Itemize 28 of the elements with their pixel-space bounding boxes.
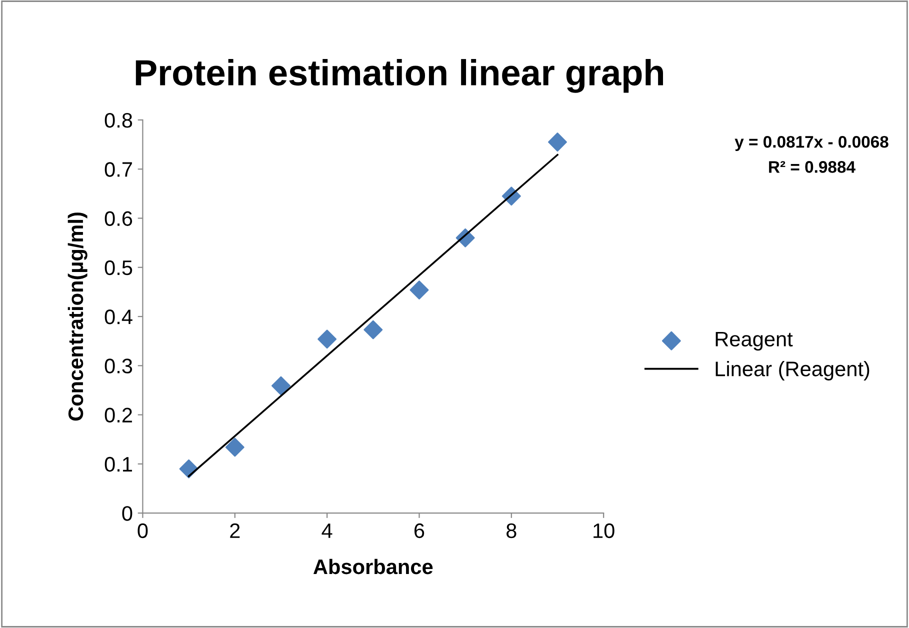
y-axis-title: Concentration(µg/ml): [68, 212, 88, 421]
point: [364, 320, 383, 340]
legend-label: Reagent: [716, 332, 793, 351]
x-tick-label: 6: [414, 523, 424, 538]
y-tick-label: 0: [122, 506, 132, 521]
text: y = 0.0817x - 0.0068: [734, 136, 888, 152]
x-tick-label: 10: [594, 523, 614, 538]
x-tick-label: 4: [322, 524, 332, 538]
y-tick-label: 0.6: [104, 211, 132, 226]
x-tick-label: 8: [506, 523, 516, 538]
point: [271, 376, 290, 396]
x-tick-label: 2: [230, 523, 240, 538]
text: R² = 0.9884: [769, 161, 856, 173]
y-tick-label: 0.1: [104, 456, 132, 472]
y-tick-label: 0.2: [104, 408, 132, 423]
x-tick-label: 0: [138, 523, 148, 538]
x-axis-title: Absorbance: [313, 558, 433, 574]
point: [410, 280, 429, 300]
y-tick-label: 0.4: [104, 310, 132, 324]
legend-label: Linear (Reagent): [716, 361, 870, 380]
point: [548, 132, 567, 152]
point: [318, 330, 337, 349]
point: [225, 438, 244, 457]
y-tick-label: 0.5: [104, 260, 132, 276]
y-tick-label: 0.8: [104, 112, 132, 128]
chart-title: Protein estimation linear graph: [136, 59, 663, 93]
y-tick-label: 0.7: [104, 162, 132, 177]
y-tick-label: 0.3: [104, 358, 132, 374]
